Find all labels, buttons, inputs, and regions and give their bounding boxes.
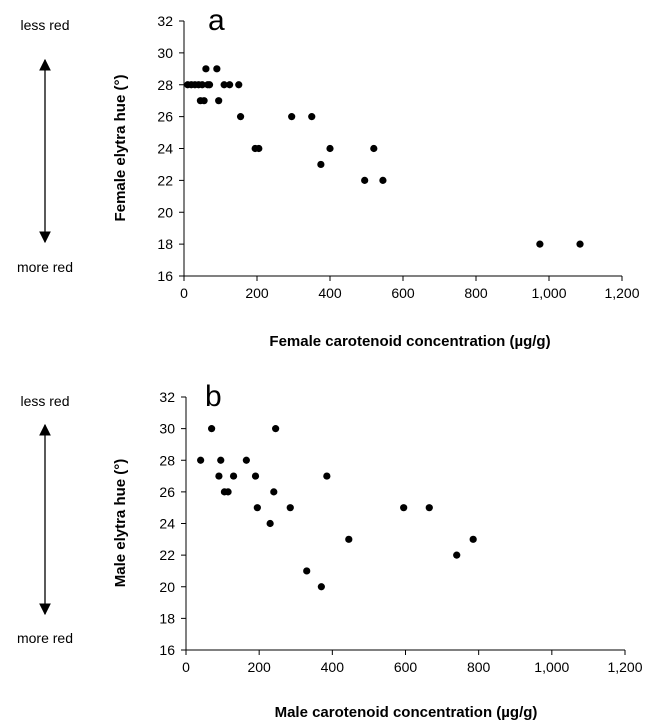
y-tick-label-a: 32	[157, 13, 173, 29]
data-point-a	[205, 81, 214, 89]
x-tick-label-a: 0	[180, 285, 188, 301]
x-tick-label-a: 600	[391, 285, 415, 301]
x-tick-label-a: 1,200	[604, 285, 639, 301]
y-tick-label-a: 18	[157, 236, 173, 252]
data-point-b	[215, 472, 223, 480]
data-point-b	[453, 551, 461, 559]
y-tick-label-b: 30	[159, 421, 175, 437]
x-axis-title-b: Male carotenoid concentration (µg/g)	[275, 704, 538, 721]
y-tick-label-b: 22	[159, 547, 175, 563]
data-point-a	[202, 65, 210, 73]
data-point-a	[576, 240, 584, 248]
data-point-a	[198, 81, 206, 89]
data-point-b	[270, 488, 278, 496]
y-tick-label-b: 16	[159, 642, 175, 658]
y-tick-label-a: 16	[157, 268, 173, 284]
data-point-b	[253, 504, 261, 512]
y-tick-label-a: 28	[157, 77, 173, 93]
data-point-b	[286, 504, 294, 512]
y-tick-label-b: 24	[159, 516, 175, 532]
panel-letter-b: b	[205, 380, 222, 413]
x-tick-label-b: 1,200	[607, 659, 642, 675]
data-point-a	[326, 144, 334, 153]
data-point-b	[400, 504, 408, 512]
data-point-a	[200, 97, 208, 105]
data-point-b	[242, 456, 250, 464]
data-point-b	[251, 472, 260, 480]
data-point-b	[345, 535, 353, 543]
data-point-a	[317, 160, 325, 169]
data-point-a	[220, 81, 228, 89]
data-point-a	[215, 97, 223, 105]
scatter-plot-b: b 0 200 400 600 800 1,000 1,200 16 18 20 22 24 26 28 3…	[112, 380, 643, 721]
data-point-a	[236, 113, 245, 121]
x-tick-label-a: 400	[318, 285, 342, 301]
more-red-label-a: more red	[17, 259, 73, 275]
data-point-b	[266, 519, 274, 528]
points-b	[197, 425, 477, 591]
y-tick-label-a: 24	[157, 141, 173, 157]
x-tick-label-b: 600	[394, 659, 418, 675]
y-tick-label-a: 30	[157, 45, 173, 61]
x-tick-label-a: 1,000	[531, 285, 566, 301]
scatter-plot-a: a 0 200 400 600 800 1,000 1,200 16 18 20 22 24 26 28 3…	[112, 4, 640, 350]
data-point-b	[469, 535, 477, 543]
x-tick-label-b: 400	[321, 659, 345, 675]
ticks-b: 0 200 400 600 800 1,000 1,200 16 18 20 22 24 26 28 30 3…	[159, 389, 642, 675]
side-scale-a: less red more red	[17, 17, 73, 275]
less-red-label-a: less red	[20, 17, 69, 33]
data-point-b	[217, 456, 225, 464]
data-point-b	[197, 456, 205, 464]
y-tick-label-b: 28	[159, 452, 175, 468]
data-point-b	[303, 567, 311, 575]
data-point-a	[255, 144, 263, 153]
x-tick-label-b: 1,000	[534, 659, 569, 675]
data-point-b	[208, 425, 216, 433]
y-tick-label-b: 18	[159, 610, 175, 626]
y-tick-label-a: 20	[157, 204, 173, 220]
data-point-b	[229, 472, 238, 480]
y-tick-label-a: 26	[157, 109, 173, 125]
y-tick-label-b: 32	[159, 389, 175, 405]
data-point-b	[425, 504, 433, 512]
y-axis-title-b: Male elytra hue (°)	[112, 459, 129, 588]
ticks-a: 0 200 400 600 800 1,000 1,200 16 18 20 22 24 26 28 30 3…	[157, 13, 639, 301]
x-axis-title-a: Female carotenoid concentration (µg/g)	[269, 333, 550, 350]
x-tick-label-b: 0	[182, 659, 190, 675]
less-red-label-b: less red	[20, 393, 69, 409]
data-point-b	[224, 488, 232, 496]
x-tick-label-a: 800	[464, 285, 488, 301]
data-point-b	[317, 583, 325, 591]
y-tick-label-b: 26	[159, 484, 175, 500]
data-point-a	[235, 81, 243, 89]
x-tick-label-b: 200	[247, 659, 271, 675]
more-red-label-b: more red	[17, 630, 73, 646]
data-point-a	[288, 113, 296, 121]
data-point-a	[213, 65, 221, 73]
data-point-a	[308, 113, 316, 121]
data-point-a	[370, 144, 378, 153]
x-tick-label-b: 800	[467, 659, 491, 675]
data-point-b	[272, 425, 280, 433]
panel-letter-a: a	[208, 4, 225, 37]
data-point-a	[536, 240, 544, 248]
y-tick-label-b: 20	[159, 579, 175, 595]
data-point-a	[226, 81, 234, 89]
data-point-a	[361, 176, 369, 184]
points-a	[184, 65, 584, 248]
y-axis-title-a: Female elytra hue (°)	[112, 75, 129, 222]
x-tick-label-a: 200	[245, 285, 269, 301]
data-point-b	[323, 472, 331, 480]
data-point-a	[379, 176, 387, 184]
side-scale-b: less red more red	[17, 393, 73, 646]
y-tick-label-a: 22	[157, 172, 173, 188]
